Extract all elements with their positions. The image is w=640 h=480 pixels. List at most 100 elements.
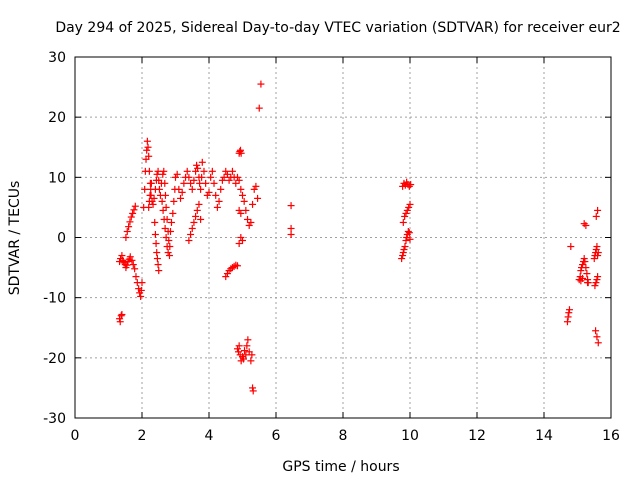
data-point — [151, 230, 159, 238]
data-point — [402, 209, 410, 217]
data-point — [137, 292, 145, 300]
data-point — [187, 179, 195, 187]
data-point — [198, 173, 206, 181]
data-point — [567, 243, 575, 251]
data-point — [577, 267, 585, 275]
data-point — [220, 173, 228, 181]
axis-ticks — [74, 56, 612, 419]
data-point — [235, 176, 243, 184]
data-point — [565, 306, 573, 314]
data-point — [132, 273, 140, 281]
data-point — [591, 282, 599, 290]
data-point — [236, 146, 244, 154]
x-tick-label: 16 — [602, 428, 620, 444]
data-point — [235, 206, 243, 214]
data-point — [116, 318, 124, 326]
data-point — [217, 185, 225, 193]
data-point — [287, 202, 295, 210]
data-point — [161, 191, 169, 199]
data-point — [581, 258, 589, 266]
data-point — [143, 137, 151, 145]
data-point — [196, 179, 204, 187]
data-point — [406, 235, 414, 243]
data-point — [160, 167, 168, 175]
data-point — [594, 249, 602, 257]
data-point — [158, 197, 166, 205]
data-point — [165, 252, 173, 260]
data-point — [243, 342, 251, 350]
y-axis-label: SDTVAR / TECUs — [7, 181, 23, 296]
x-tick-label: 2 — [138, 428, 147, 444]
data-point — [180, 179, 188, 187]
data-point — [215, 197, 223, 205]
data-point — [592, 327, 600, 335]
data-point — [185, 173, 193, 181]
data-point — [161, 179, 169, 187]
data-point — [169, 209, 177, 217]
data-point — [233, 262, 241, 270]
data-point — [594, 206, 602, 214]
data-point — [208, 167, 216, 175]
data-point — [116, 315, 124, 323]
data-point — [127, 213, 135, 221]
data-point — [575, 276, 583, 284]
data-point — [583, 270, 591, 278]
data-point — [175, 185, 183, 193]
data-point — [248, 351, 256, 359]
data-point — [125, 223, 133, 231]
x-tick-label: 14 — [535, 428, 553, 444]
data-point — [257, 80, 265, 88]
data-point — [401, 243, 409, 251]
data-point — [128, 256, 136, 264]
data-point — [404, 227, 412, 235]
data-point — [398, 255, 406, 263]
data-point — [233, 173, 241, 181]
data-point — [190, 218, 198, 226]
data-point — [146, 191, 154, 199]
y-tick-label: -20 — [43, 351, 66, 367]
data-point — [177, 194, 185, 202]
data-point — [235, 342, 243, 350]
data-point — [126, 218, 134, 226]
data-point — [117, 312, 125, 320]
data-point — [406, 200, 414, 208]
data-point — [250, 185, 258, 193]
data-point — [160, 215, 168, 223]
data-point — [159, 170, 167, 178]
data-point — [579, 274, 587, 282]
tick-labels: 0 2 4 6 8 10 12 14 16 -30 -20 -10 0 10 20 30 — [43, 50, 620, 444]
x-tick-label: 12 — [468, 428, 486, 444]
data-point — [159, 206, 167, 214]
y-tick-label: 20 — [48, 110, 66, 126]
data-point — [207, 173, 215, 181]
data-point — [228, 167, 236, 175]
data-point — [205, 188, 213, 196]
data-point — [218, 176, 226, 184]
data-point — [193, 206, 201, 214]
data-point — [247, 357, 255, 365]
data-point — [118, 252, 126, 260]
data-point — [399, 252, 407, 260]
chart-title: Day 294 of 2025, Sidereal Day-to-day VTE… — [55, 20, 620, 36]
data-point — [153, 249, 161, 257]
x-tick-label: 0 — [71, 428, 80, 444]
data-point — [213, 203, 221, 211]
data-point — [407, 181, 415, 189]
x-tick-label: 4 — [205, 428, 214, 444]
y-tick-label: -30 — [43, 411, 66, 427]
data-point — [593, 243, 601, 251]
data-point — [126, 253, 134, 261]
x-tick-label: 10 — [401, 428, 419, 444]
data-point — [244, 215, 252, 223]
data-point — [235, 240, 243, 248]
data-point — [563, 318, 571, 326]
data-point — [582, 221, 590, 229]
data-point — [170, 197, 178, 205]
data-point — [593, 276, 601, 284]
data-point — [592, 279, 600, 287]
data-point — [197, 185, 205, 193]
data-point — [222, 273, 230, 281]
data-point — [592, 212, 600, 220]
data-point — [163, 243, 171, 251]
data-point — [166, 227, 174, 235]
